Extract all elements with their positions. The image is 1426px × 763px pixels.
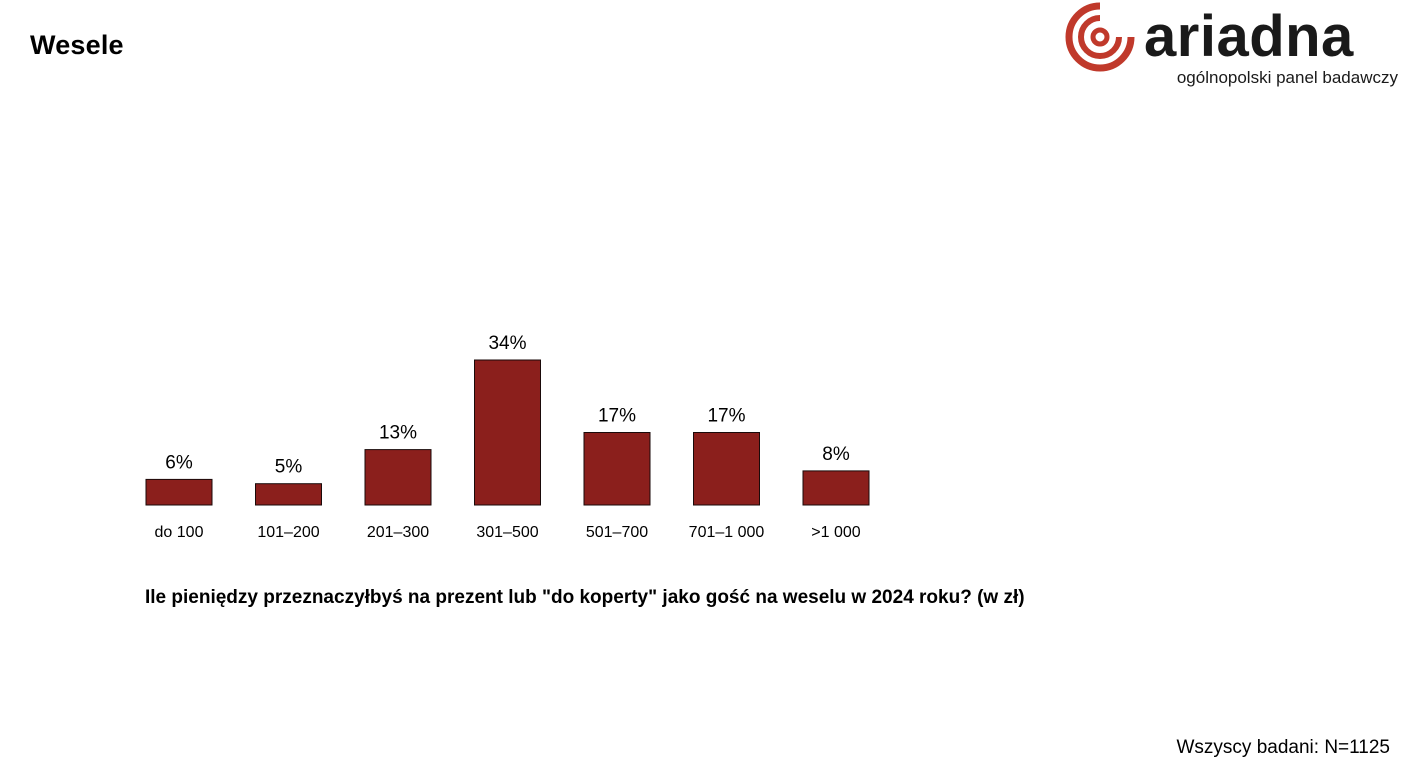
bar-0 (145, 478, 213, 506)
logo-tagline: ogólnopolski panel badawczy (1176, 68, 1398, 87)
brand-logo: ariadna ogólnopolski panel badawczy (1060, 0, 1410, 95)
page-title: Wesele (30, 30, 124, 60)
bar-value-label-2: 13% (379, 423, 417, 444)
category-label-4: 501–700 (586, 524, 648, 541)
logo-wordmark: ariadna (1144, 4, 1354, 69)
bar-5 (693, 432, 760, 506)
bar-4 (583, 432, 651, 506)
bar-6 (802, 470, 870, 506)
sample-size-note: Wszyscy badani: N=1125 (1176, 737, 1391, 758)
category-label-0: do 100 (155, 524, 204, 541)
category-label-2: 201–300 (367, 524, 429, 541)
bar-value-label-0: 6% (165, 452, 193, 473)
bar-3 (474, 359, 541, 506)
category-label-6: >1 000 (811, 524, 860, 541)
bar-value-label-1: 5% (275, 457, 303, 478)
category-label-5: 701–1 000 (689, 524, 765, 541)
bar-value-label-3: 34% (488, 333, 526, 354)
category-label-1: 101–200 (257, 524, 319, 541)
bar-1 (255, 483, 322, 506)
bar-2 (364, 449, 432, 506)
ariadna-logo-icon (1065, 2, 1135, 72)
bar-value-label-4: 17% (598, 406, 636, 427)
bar-value-label-5: 17% (707, 406, 745, 427)
bar-value-label-6: 8% (822, 444, 850, 465)
chart-question: Ile pieniędzy przeznaczyłbyś na prezent … (145, 587, 1025, 608)
category-label-3: 301–500 (476, 524, 538, 541)
